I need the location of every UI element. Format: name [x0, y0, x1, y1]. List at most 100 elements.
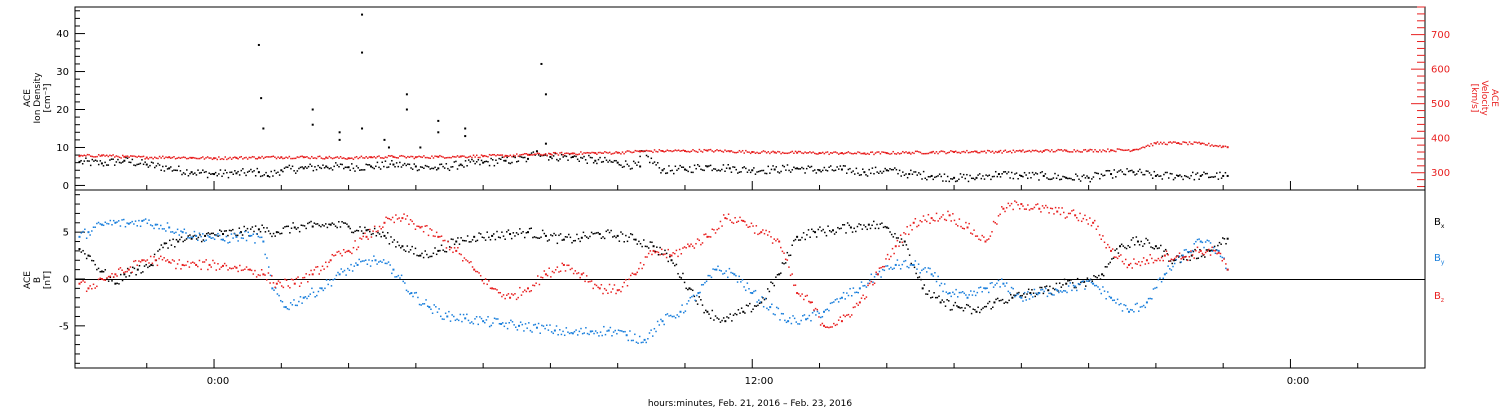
bz-point — [313, 269, 316, 271]
by-point — [793, 317, 796, 320]
by-point — [1012, 287, 1014, 290]
bz-point — [623, 281, 625, 284]
bz-point — [855, 302, 858, 305]
by-point — [855, 291, 858, 294]
velocity-point — [708, 149, 710, 151]
density-point — [1111, 177, 1114, 179]
velocity-point — [1190, 143, 1192, 145]
bx-point — [385, 237, 387, 239]
bz-point — [1103, 241, 1106, 244]
density-point — [854, 173, 856, 175]
bx-point — [136, 268, 139, 271]
density-point — [479, 163, 481, 166]
by-point — [127, 222, 130, 225]
velocity-point — [501, 154, 504, 156]
density-point — [397, 165, 399, 168]
velocity-point — [97, 154, 100, 156]
bx-point — [160, 244, 163, 246]
bx-point — [1058, 282, 1061, 284]
density-point — [118, 161, 121, 164]
bx-point — [1208, 249, 1211, 252]
velocity-point — [1177, 142, 1180, 145]
bx-point — [554, 234, 557, 236]
density-point — [812, 170, 814, 172]
density-point — [312, 169, 315, 172]
bz-point — [124, 271, 127, 273]
bx-point — [775, 276, 777, 278]
bz-point — [747, 226, 749, 228]
density-point — [1079, 180, 1082, 182]
bz-point — [491, 287, 494, 290]
velocity-point — [413, 157, 416, 160]
bx-point — [605, 230, 608, 233]
by-point — [1151, 298, 1153, 300]
density-point — [1073, 179, 1075, 181]
density-point — [296, 170, 299, 172]
bx-point — [828, 229, 831, 232]
density-point — [1031, 171, 1034, 174]
bx-point — [1213, 245, 1216, 248]
density-point — [416, 169, 419, 172]
bz-point — [677, 255, 679, 258]
bx-point — [295, 228, 298, 230]
velocity-point — [738, 149, 741, 152]
velocity-point — [96, 155, 98, 158]
by-point — [245, 239, 248, 242]
by-point — [1085, 280, 1088, 282]
bx-point — [553, 232, 555, 235]
density-point — [286, 166, 289, 169]
velocity-point — [479, 156, 481, 159]
bx-point — [656, 246, 658, 248]
by-point — [694, 299, 696, 302]
density-point — [266, 174, 269, 177]
density-point — [1208, 176, 1210, 179]
velocity-point — [740, 151, 742, 153]
density-point — [818, 169, 821, 172]
velocity-point — [735, 151, 737, 154]
velocity-point — [1054, 150, 1056, 153]
by-point — [505, 322, 507, 324]
bx-point — [1088, 280, 1090, 282]
density-point — [434, 166, 436, 169]
density-point — [1100, 173, 1103, 176]
bx-point — [204, 234, 207, 237]
bz-point — [937, 220, 939, 222]
density-point — [222, 172, 225, 175]
bz-point — [1046, 206, 1049, 209]
density-point — [144, 161, 146, 163]
velocity-point — [367, 157, 369, 159]
bx-point — [413, 253, 415, 255]
bx-point — [460, 237, 462, 239]
density-point — [1226, 174, 1229, 177]
bz-point — [393, 221, 396, 224]
density-point — [125, 156, 127, 159]
velocity-point — [632, 151, 635, 153]
bx-point — [311, 225, 314, 228]
by-point — [356, 263, 359, 266]
by-point — [1017, 293, 1019, 295]
by-point — [165, 230, 167, 232]
bz-point — [409, 219, 412, 221]
by-point — [1213, 246, 1215, 249]
bx-point — [807, 229, 810, 231]
density-point — [1039, 171, 1042, 174]
by-point — [244, 230, 246, 233]
bz-point — [279, 281, 281, 284]
bz-point — [947, 210, 949, 213]
velocity-point — [109, 154, 111, 157]
bz-point — [200, 268, 202, 271]
velocity-point — [937, 152, 939, 155]
bz-point — [961, 227, 964, 230]
bx-point — [941, 299, 943, 301]
bz-point — [1033, 206, 1036, 209]
bz-point — [109, 275, 112, 278]
bx-point — [830, 231, 833, 233]
velocity-point — [898, 153, 901, 155]
by-point — [1152, 288, 1155, 290]
velocity-point — [1211, 144, 1213, 146]
density-point — [138, 163, 140, 165]
by-point — [914, 260, 917, 262]
by-point — [840, 296, 843, 299]
density-point — [934, 176, 936, 179]
bx-point — [980, 308, 983, 311]
